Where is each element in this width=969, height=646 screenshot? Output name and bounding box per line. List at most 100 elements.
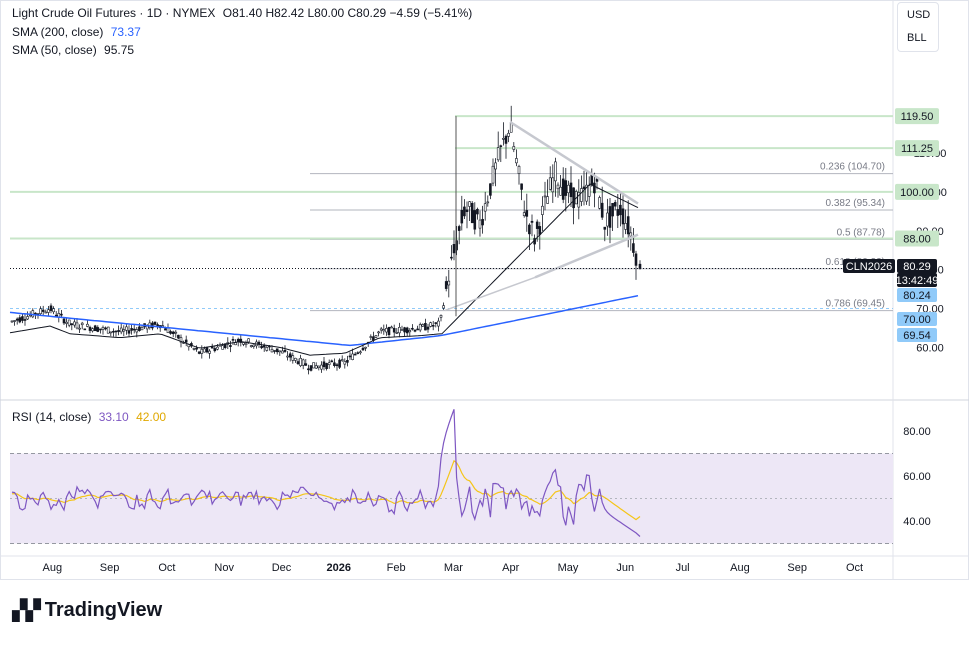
candle-body — [216, 346, 219, 350]
candle-body — [447, 280, 451, 286]
candle-body — [621, 208, 625, 225]
candle-body — [502, 138, 505, 140]
candle-body — [395, 332, 399, 334]
candle-body — [270, 348, 274, 353]
candle-body — [208, 350, 211, 354]
candle-body — [205, 347, 209, 353]
candle-body — [286, 355, 289, 358]
time-tick-label: Oct — [158, 562, 175, 574]
sma50-legend[interactable]: SMA (50, close) 95.75 — [12, 43, 134, 57]
rsi-tick-label: 80.00 — [903, 426, 931, 438]
candle-body — [434, 322, 438, 324]
price-tag-bg — [897, 328, 937, 342]
sma200-value: 73.37 — [110, 25, 141, 39]
candle-body — [203, 348, 206, 353]
candle-body — [13, 320, 16, 322]
candle-body — [499, 145, 503, 147]
candle-body — [611, 203, 614, 217]
chart-legend-title: Light Crude Oil Futures · 1D · NYMEX O81… — [12, 6, 472, 20]
candle-body — [369, 336, 373, 338]
candle-body — [86, 323, 89, 327]
candle-body — [392, 327, 396, 333]
candle-body — [606, 212, 609, 227]
candle-body — [608, 206, 612, 228]
candle-body — [314, 365, 318, 369]
time-tick-label: Feb — [387, 562, 406, 574]
candle-body — [580, 188, 583, 202]
candle-body — [351, 353, 354, 360]
candle-body — [242, 342, 245, 345]
candle-body — [327, 362, 331, 365]
candle-body — [60, 313, 63, 316]
candle-body — [301, 359, 305, 366]
candle-body — [117, 330, 120, 332]
candle-body — [21, 316, 24, 321]
unit-button[interactable]: BLL — [907, 32, 927, 44]
sma200-legend[interactable]: SMA (200, close) 73.37 — [12, 25, 141, 39]
candle-body — [626, 216, 630, 235]
candle-body — [577, 192, 581, 208]
candle-body — [174, 331, 178, 334]
sma50-value: 95.75 — [104, 43, 135, 57]
candle-body — [619, 204, 622, 216]
candle-body — [522, 212, 526, 216]
candle-body — [135, 329, 139, 333]
candle-body — [125, 326, 128, 331]
candle-body — [288, 353, 292, 358]
candle-body — [132, 328, 136, 331]
price-tag-label: 13:42:49 — [896, 275, 939, 287]
candle-body — [403, 327, 406, 333]
candle-body — [299, 357, 302, 367]
price-tag-label: 80.29 — [903, 261, 931, 273]
candle-body — [312, 362, 315, 369]
candle-body — [317, 365, 321, 369]
candle-body — [88, 326, 92, 331]
candle-body — [548, 177, 552, 190]
candle-body — [613, 202, 617, 207]
time-tick-label: Dec — [272, 562, 292, 574]
candle-body — [343, 361, 347, 365]
tradingview-wordmark: TradingView — [44, 598, 163, 621]
candle-body — [184, 339, 188, 343]
candle-body — [101, 327, 105, 330]
candle-body — [91, 328, 94, 332]
rsi-line — [11, 409, 641, 537]
candle-body — [452, 244, 456, 254]
level-tag-label: 111.25 — [901, 143, 933, 155]
ohlc-values: O81.40 H82.42 L80.00 C80.29 −4.59 (−5.41… — [222, 6, 473, 20]
candle-body — [153, 321, 157, 325]
candle-body — [70, 323, 74, 326]
candle-body — [494, 162, 497, 170]
candle-body — [262, 345, 266, 348]
candle-body — [52, 308, 55, 313]
candle-body — [585, 184, 588, 202]
candle-body — [561, 178, 565, 200]
candle-body — [166, 327, 170, 334]
price-tag-label: 80.24 — [903, 290, 931, 302]
candle-body — [468, 201, 471, 207]
candle-body — [257, 341, 261, 345]
candle-body — [104, 327, 107, 330]
candle-body — [338, 359, 341, 368]
rsi-label: RSI (14, close) — [12, 410, 92, 424]
candle-body — [481, 218, 484, 226]
scale-buttons — [897, 2, 939, 52]
rsi-legend[interactable]: RSI (14, close) 33.10 42.00 — [12, 410, 166, 424]
price-tag-label: 70.00 — [903, 314, 931, 326]
level-tag-bg — [895, 230, 939, 247]
candle-body — [265, 347, 269, 351]
time-tick-label: Sep — [787, 562, 807, 574]
trendline-lower — [534, 233, 639, 279]
tradingview-logo[interactable]: ▞▞ TradingView — [12, 598, 162, 622]
candle-body — [330, 360, 334, 363]
candle-body — [486, 201, 490, 204]
level-tag-bg — [895, 140, 939, 157]
currency-button[interactable]: USD — [907, 9, 931, 21]
candle-body — [530, 220, 534, 223]
candle-body — [598, 197, 601, 209]
price-tick-label: 60.00 — [916, 342, 944, 354]
candle-body — [229, 345, 232, 347]
candle-body — [307, 368, 310, 371]
